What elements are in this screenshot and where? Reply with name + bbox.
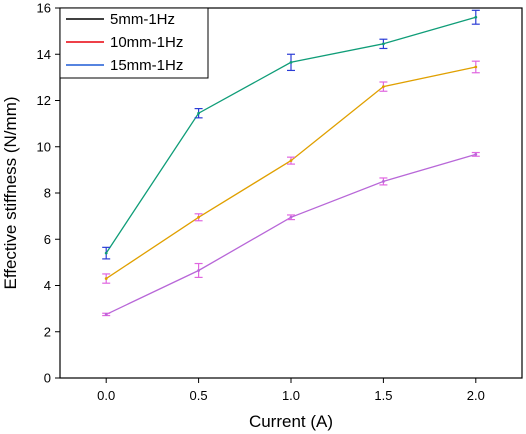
data-point [474, 152, 478, 156]
data-point [197, 215, 201, 219]
series-line [105, 153, 476, 315]
series-3 [102, 9, 480, 260]
series-marks-layer [102, 9, 480, 317]
y-tick-label: 4 [44, 278, 51, 293]
y-tick-label: 0 [44, 371, 51, 386]
data-point [197, 111, 201, 115]
y-tick-label: 12 [37, 93, 51, 108]
y-tick-label: 16 [37, 1, 51, 16]
data-point [104, 313, 108, 316]
x-axis-title: Current (A) [249, 412, 333, 431]
data-point [382, 42, 385, 46]
data-point [197, 269, 201, 272]
legend-label-10mm-1hz: 10mm-1Hz [110, 34, 183, 51]
series-line [105, 66, 476, 280]
data-point [289, 215, 293, 219]
data-point [104, 277, 108, 280]
y-tick-label: 10 [37, 139, 51, 154]
x-tick-label: 0.5 [190, 388, 208, 403]
x-tick-label: 2.0 [467, 388, 485, 403]
series-1 [102, 151, 480, 317]
y-tick-label: 2 [44, 324, 51, 339]
axes-layer: 0 2 4 6 8 10 12 14 16 0.0 0.5 1.0 1.5 2.0 [37, 1, 485, 404]
data-point [289, 159, 293, 163]
x-tick-label: 1.0 [282, 388, 300, 403]
y-axis-title: Effective stiffness (N/mm) [1, 96, 20, 289]
data-point [382, 85, 385, 89]
data-point [289, 60, 293, 64]
data-point [474, 15, 478, 19]
data-point [474, 65, 478, 69]
data-point [382, 180, 385, 183]
legend: 5mm-1Hz 10mm-1Hz 15mm-1Hz [59, 7, 209, 79]
data-point [104, 251, 108, 255]
x-tick-label: 1.5 [374, 388, 392, 403]
legend-label-5mm-1hz: 5mm-1Hz [110, 11, 175, 28]
y-tick-label: 14 [37, 47, 51, 62]
y-tick-label: 6 [44, 232, 51, 247]
legend-label-15mm-1hz: 15mm-1Hz [110, 57, 183, 74]
series-2 [102, 60, 480, 284]
y-tick-label: 8 [44, 186, 51, 201]
x-tick-label: 0.0 [97, 388, 115, 403]
